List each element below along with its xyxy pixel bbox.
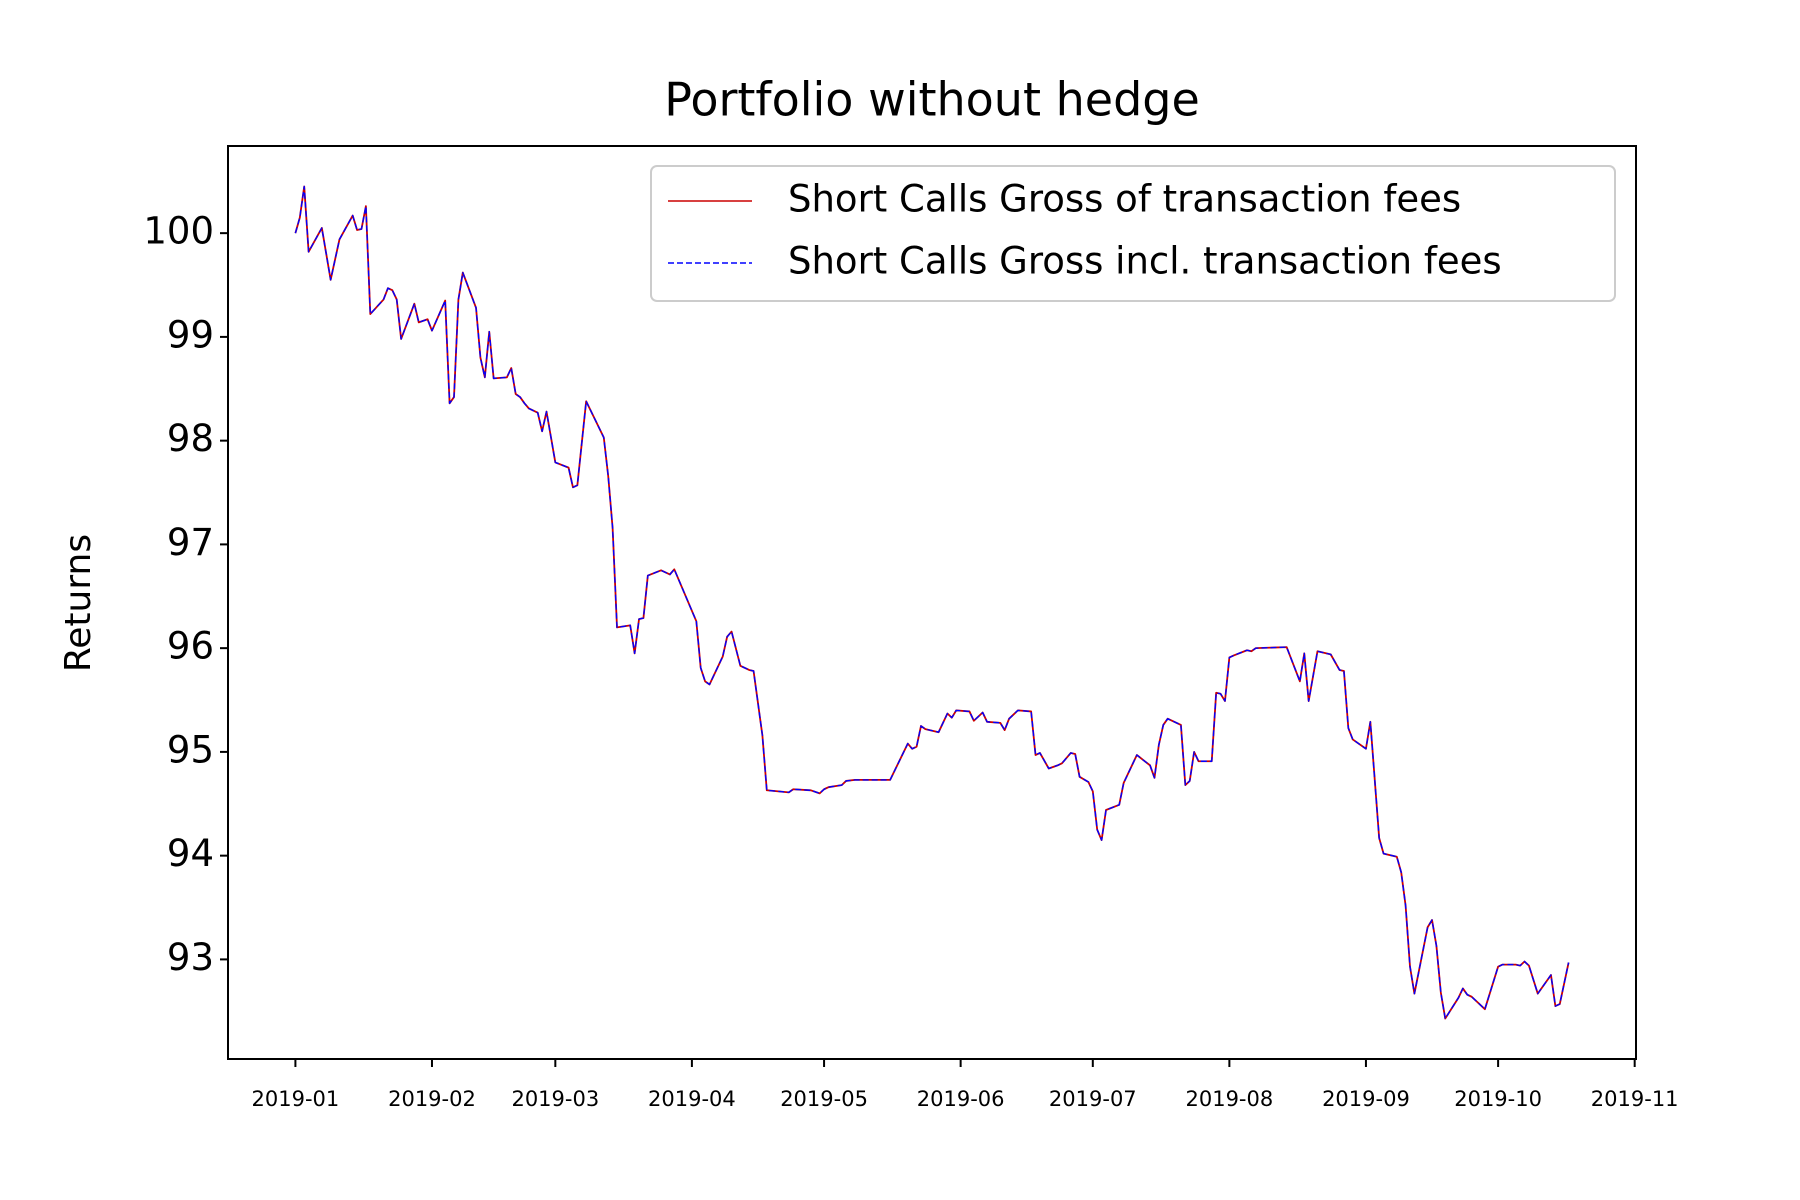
y-tick-label: 95 xyxy=(167,728,214,771)
x-tick-label: 2019-02 xyxy=(388,1087,476,1111)
legend-label: Short Calls Gross incl. transaction fees xyxy=(788,240,1502,283)
x-tick-label: 2019-01 xyxy=(252,1087,340,1111)
legend-box xyxy=(650,165,1616,302)
y-tick-label: 93 xyxy=(167,936,214,979)
x-tick-label: 2019-11 xyxy=(1591,1087,1679,1111)
y-tick-label: 94 xyxy=(167,832,214,875)
y-tick-label: 96 xyxy=(167,625,214,668)
plot-frame xyxy=(227,145,1637,1060)
x-tick-label: 2019-08 xyxy=(1185,1087,1273,1111)
series-line xyxy=(294,185,1570,1020)
y-tick-label: 99 xyxy=(167,313,214,356)
x-tick-label: 2019-09 xyxy=(1322,1087,1410,1111)
x-tick-label: 2019-06 xyxy=(917,1087,1005,1111)
y-tick-label: 98 xyxy=(167,417,214,460)
chart-title: Portfolio without hedge xyxy=(664,73,1200,127)
legend-label: Short Calls Gross of transaction fees xyxy=(788,178,1461,221)
y-tick-label: 97 xyxy=(167,521,214,564)
x-tick-label: 2019-07 xyxy=(1049,1087,1137,1111)
y-tick-label: 100 xyxy=(143,210,214,253)
x-tick-label: 2019-05 xyxy=(780,1087,868,1111)
x-tick-label: 2019-04 xyxy=(648,1087,736,1111)
x-tick-label: 2019-03 xyxy=(511,1087,599,1111)
series-line xyxy=(294,185,1570,1020)
y-axis-label: Returns xyxy=(58,534,99,672)
x-tick-label: 2019-10 xyxy=(1454,1087,1542,1111)
